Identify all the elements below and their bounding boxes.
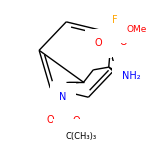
Text: OMe: OMe [126,25,147,34]
Text: N: N [59,92,67,102]
Text: O: O [73,116,80,126]
Text: O: O [119,37,127,47]
Text: F: F [112,15,118,25]
Polygon shape [109,67,123,78]
Text: NH₂: NH₂ [122,71,140,81]
Text: C(CH₃)₃: C(CH₃)₃ [65,131,96,141]
Text: O: O [47,115,55,125]
Text: O: O [95,38,102,48]
